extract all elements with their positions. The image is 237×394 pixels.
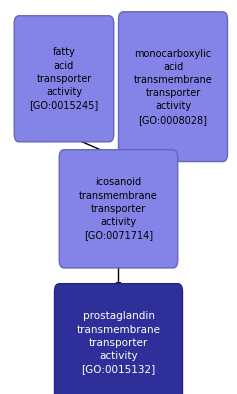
- FancyBboxPatch shape: [59, 150, 178, 268]
- FancyBboxPatch shape: [55, 284, 182, 394]
- FancyBboxPatch shape: [118, 12, 228, 162]
- Text: icosanoid
transmembrane
transporter
activity
[GO:0071714]: icosanoid transmembrane transporter acti…: [79, 177, 158, 240]
- Text: prostaglandin
transmembrane
transporter
activity
[GO:0015132]: prostaglandin transmembrane transporter …: [77, 311, 160, 374]
- Text: fatty
acid
transporter
activity
[GO:0015245]: fatty acid transporter activity [GO:0015…: [29, 47, 99, 110]
- Text: monocarboxylic
acid
transmembrane
transporter
activity
[GO:0008028]: monocarboxylic acid transmembrane transp…: [134, 49, 212, 125]
- FancyBboxPatch shape: [14, 16, 114, 142]
